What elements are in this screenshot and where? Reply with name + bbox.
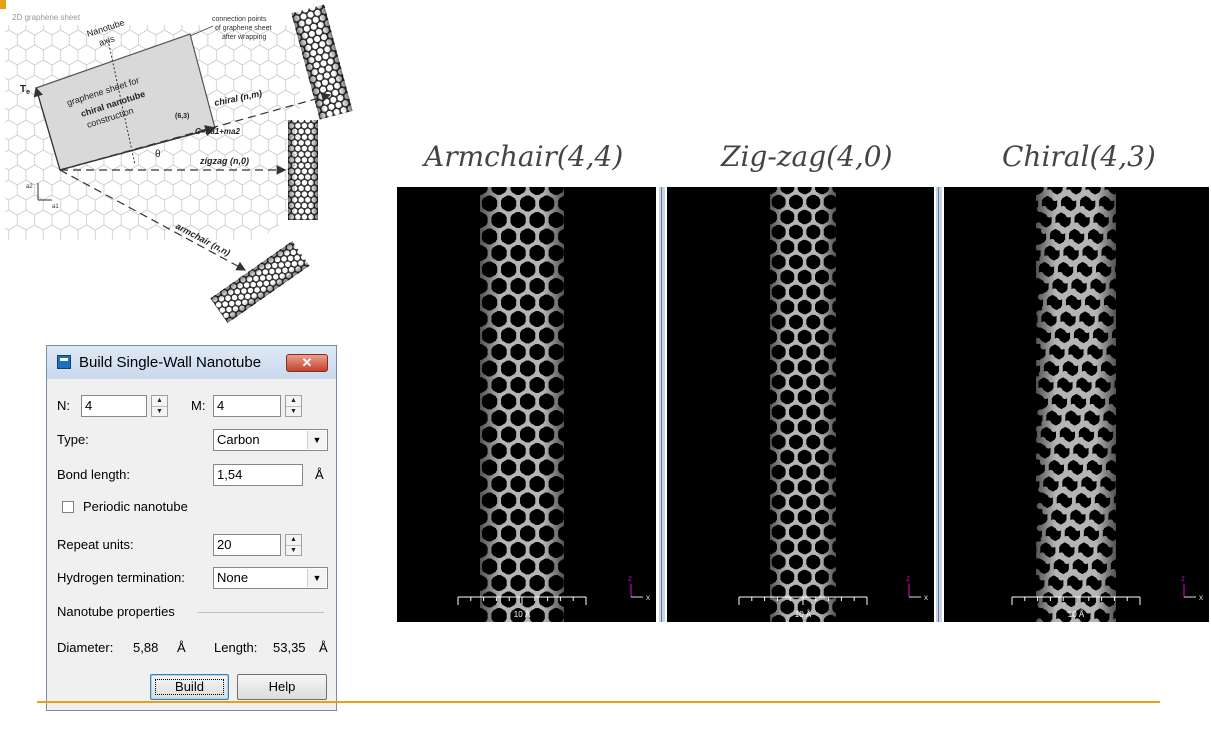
bond-length-label: Bond length: — [57, 467, 131, 482]
axis-triad: zx — [906, 574, 928, 602]
n-input[interactable]: 4 — [81, 395, 147, 417]
spin-down-icon[interactable]: ▼ — [290, 547, 297, 554]
hydrogen-select[interactable]: None ▼ — [213, 567, 328, 589]
axis-z-label: z — [1181, 574, 1185, 583]
close-icon: ✕ — [301, 355, 313, 370]
chiral-nanotube-image — [291, 4, 353, 120]
axis-x-label: x — [646, 593, 650, 602]
help-button[interactable]: Help — [237, 674, 327, 700]
help-button-label: Help — [268, 679, 296, 694]
repeat-units-label: Repeat units: — [57, 537, 134, 552]
axis-z-label: z — [906, 574, 910, 583]
scale-label: 10 Å — [514, 610, 531, 619]
axis-x-label: x — [924, 593, 928, 602]
scale-label: 10 Å — [795, 610, 812, 619]
scale-bar: 10 Å — [738, 596, 868, 619]
length-value: 53,35 — [273, 640, 306, 655]
properties-group-label: Nanotube properties — [57, 604, 175, 619]
diameter-label: Diameter: — [57, 640, 114, 655]
chiral-title: Chiral(4,3) — [1002, 140, 1156, 173]
m-label: M: — [191, 398, 206, 413]
n-stepper[interactable]: ▲ ▼ — [151, 395, 168, 417]
spin-up-icon[interactable]: ▲ — [286, 396, 301, 407]
m-input[interactable]: 4 — [213, 395, 281, 417]
connection-label-3: after wrapping — [222, 34, 266, 41]
sheet-label: 2D graphene sheet — [12, 13, 81, 22]
zigzag-nanotube-image — [288, 120, 318, 220]
chevron-down-icon[interactable]: ▼ — [307, 431, 326, 449]
properties-divider — [197, 612, 324, 613]
point-label: (6,3) — [175, 113, 189, 120]
nanotube-model — [288, 120, 318, 220]
spin-up-icon[interactable]: ▲ — [152, 396, 167, 407]
build-button[interactable]: Build — [150, 674, 229, 700]
nanotube-model — [291, 4, 353, 120]
spin-up-icon[interactable]: ▲ — [286, 535, 301, 546]
diameter-unit: Å — [177, 640, 186, 655]
a2-label: a2 — [26, 184, 33, 190]
close-button[interactable]: ✕ — [286, 354, 328, 372]
axis-triad: zx — [628, 574, 650, 602]
chevron-down-icon[interactable]: ▼ — [307, 569, 326, 587]
length-unit: Å — [319, 640, 328, 655]
spin-down-icon[interactable]: ▼ — [290, 408, 297, 415]
zigzag-label: zigzag (n,0) — [199, 156, 249, 166]
viewport-splitter[interactable] — [659, 187, 665, 622]
window-icon — [57, 355, 71, 369]
dialog-title: Build Single-Wall Nanotube — [79, 354, 262, 371]
type-label: Type: — [57, 432, 89, 447]
nanotube-model — [480, 187, 564, 622]
scale-label: 10 Å — [1068, 610, 1085, 619]
length-label: Length: — [214, 640, 258, 655]
zigzag-title: Zig-zag(4,0) — [721, 140, 893, 173]
spin-down-icon[interactable]: ▼ — [156, 408, 163, 415]
bond-length-input[interactable]: 1,54 — [213, 464, 303, 486]
type-value: Carbon — [217, 432, 260, 447]
nanotube-model — [1036, 187, 1116, 622]
diameter-value: 5,88 — [133, 640, 159, 655]
armchair-title: Armchair(4,4) — [424, 140, 624, 173]
bond-length-unit: Å — [315, 467, 324, 482]
connection-label-1: connection points — [212, 16, 267, 23]
repeat-units-input[interactable]: 20 — [213, 534, 281, 556]
hydrogen-label: Hydrogen termination: — [57, 570, 185, 585]
footer-divider — [37, 701, 1160, 703]
m-stepper[interactable]: ▲ ▼ — [285, 395, 302, 417]
axis-triad: zx — [1181, 574, 1203, 602]
build-button-label: Build — [175, 679, 204, 694]
chiral-vector-diagram: 2D graphene sheet Nanotube axis connecti… — [5, 4, 353, 323]
axis-z-label: z — [628, 574, 632, 583]
hydrogen-value: None — [217, 570, 249, 585]
chiral-vector-label: C=na1+ma2 — [195, 127, 240, 136]
build-nanotube-dialog: Build Single-Wall Nanotube ✕ N: 4 ▲ ▼ M: … — [46, 345, 337, 711]
periodic-label[interactable]: Periodic nanotube — [83, 499, 188, 514]
nanotube-model — [770, 187, 836, 622]
repeat-units-stepper[interactable]: ▲ ▼ — [285, 534, 302, 556]
axis-label-2: axis — [98, 33, 117, 48]
scale-bar: 10 Å — [1011, 596, 1141, 619]
slide-bullet — [0, 0, 6, 9]
connection-label-2: of graphene sheet — [215, 25, 271, 32]
scale-bar: 10 Å — [457, 596, 587, 619]
t-label: Te — [20, 84, 30, 96]
viewport-splitter[interactable] — [936, 187, 942, 622]
theta-label: θ — [155, 149, 161, 160]
axis-x-label: x — [1199, 593, 1203, 602]
type-select[interactable]: Carbon ▼ — [213, 429, 328, 451]
periodic-checkbox[interactable] — [62, 501, 74, 513]
n-label: N: — [57, 398, 70, 413]
dialog-titlebar[interactable]: Build Single-Wall Nanotube ✕ — [47, 346, 336, 379]
a1-label: a1 — [52, 204, 59, 210]
